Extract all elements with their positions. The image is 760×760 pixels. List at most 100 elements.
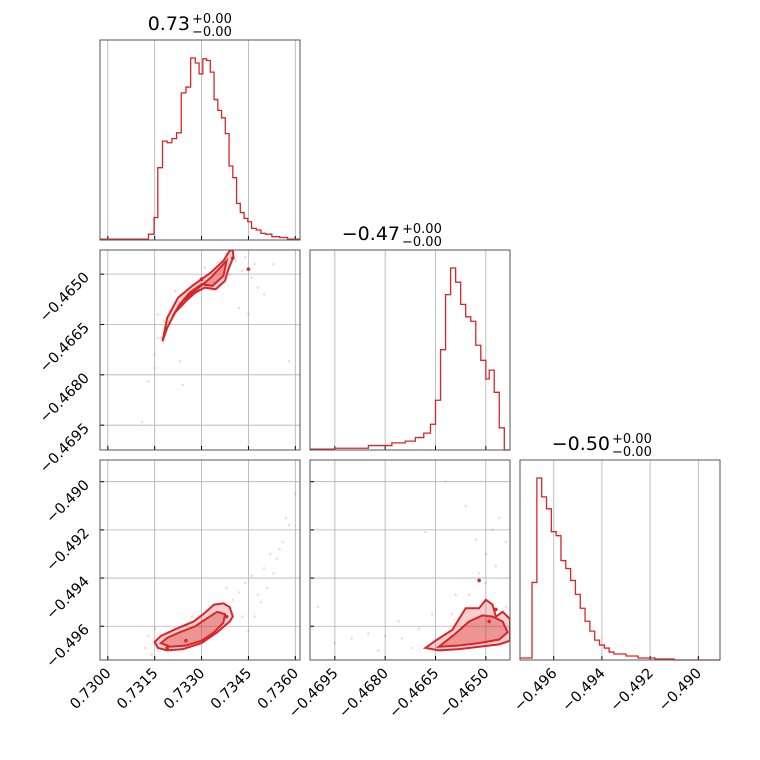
panel-frame bbox=[99, 39, 301, 241]
param-title-plus: +0.00 bbox=[402, 222, 442, 237]
sample-point bbox=[275, 557, 278, 561]
sample-point bbox=[504, 605, 508, 609]
sample-point bbox=[269, 552, 272, 556]
y-tick-label: −0.494 bbox=[44, 574, 93, 623]
density-dot bbox=[184, 638, 188, 643]
x-tick-label: −0.492 bbox=[608, 666, 657, 715]
sample-point bbox=[272, 571, 275, 575]
sample-point bbox=[247, 629, 250, 633]
sample-point bbox=[159, 336, 163, 340]
sample-point bbox=[244, 581, 247, 585]
sample-point bbox=[153, 627, 156, 630]
panel-frame bbox=[99, 459, 301, 661]
x-tick-label: 0.7345 bbox=[208, 666, 255, 713]
sample-point bbox=[494, 564, 498, 568]
y-tick-label: −0.496 bbox=[44, 622, 93, 671]
param-title-value: 0.73 bbox=[148, 13, 190, 35]
panel-contents bbox=[144, 492, 297, 664]
sample-point bbox=[250, 574, 253, 577]
panel-frame bbox=[309, 249, 511, 451]
density-dot bbox=[246, 267, 251, 271]
sample-point bbox=[397, 620, 400, 623]
sample-point bbox=[281, 540, 285, 544]
scatter-panel-0-1 bbox=[99, 249, 301, 451]
sample-point bbox=[147, 380, 150, 383]
sample-point bbox=[265, 586, 269, 590]
param-title-value: −0.47 bbox=[342, 223, 400, 245]
sample-point bbox=[247, 313, 250, 316]
sample-point bbox=[259, 600, 263, 604]
histogram-line bbox=[310, 267, 510, 451]
histogram-line bbox=[520, 477, 720, 661]
y-tick-label: −0.4695 bbox=[37, 421, 93, 477]
panel-frame bbox=[99, 249, 301, 451]
sample-point bbox=[367, 632, 370, 635]
sample-point bbox=[256, 286, 260, 289]
density-dot bbox=[231, 256, 235, 260]
sample-point bbox=[287, 523, 291, 527]
histogram-panel-1: −0.47 +0.00−0.00 bbox=[309, 222, 511, 451]
x-tick-label: −0.494 bbox=[559, 666, 608, 715]
sample-point bbox=[250, 276, 253, 279]
histogram-panel-2: −0.50 +0.00−0.00 bbox=[519, 432, 721, 661]
density-dot bbox=[199, 277, 204, 281]
sample-point bbox=[497, 516, 501, 520]
histogram-panel-0: 0.73 +0.00−0.00 bbox=[99, 12, 301, 241]
contour-inner bbox=[171, 257, 229, 317]
sample-point bbox=[294, 492, 297, 496]
density-dot bbox=[224, 614, 229, 619]
sample-point bbox=[240, 269, 244, 273]
sample-point bbox=[228, 272, 231, 276]
sample-point bbox=[444, 480, 447, 483]
y-tick-label: −0.4680 bbox=[37, 370, 93, 426]
sample-point bbox=[504, 540, 508, 544]
x-tick-label: 0.7315 bbox=[114, 666, 161, 713]
contour-inner bbox=[159, 610, 227, 648]
param-title-plus: +0.00 bbox=[612, 432, 652, 447]
sample-point bbox=[477, 571, 481, 575]
sample-point bbox=[156, 313, 160, 316]
sample-point bbox=[181, 383, 185, 387]
sample-point bbox=[272, 262, 275, 266]
y-tick-label: −0.4665 bbox=[37, 320, 93, 376]
sample-point bbox=[156, 336, 160, 340]
sample-point bbox=[244, 256, 247, 259]
sample-point bbox=[377, 649, 380, 652]
sample-point bbox=[284, 516, 288, 520]
sample-point bbox=[383, 634, 387, 638]
sample-point bbox=[200, 661, 203, 664]
sample-point bbox=[417, 627, 421, 630]
sample-point bbox=[153, 353, 156, 356]
panel-frame bbox=[309, 459, 511, 661]
density-dot bbox=[487, 619, 491, 624]
sample-point bbox=[253, 262, 256, 266]
sample-point bbox=[467, 593, 471, 597]
sample-point bbox=[253, 615, 256, 618]
panel-frame bbox=[519, 459, 721, 661]
sample-point bbox=[454, 593, 457, 597]
histogram-line bbox=[100, 57, 300, 240]
sample-point bbox=[474, 538, 478, 541]
scatter-panel-1-2 bbox=[309, 459, 511, 661]
sample-point bbox=[491, 528, 494, 532]
panel-contents bbox=[316, 480, 510, 652]
sample-point bbox=[350, 637, 353, 640]
sample-point bbox=[400, 637, 404, 640]
sample-point bbox=[140, 420, 144, 424]
sample-point bbox=[430, 612, 434, 616]
param-title-minus: −0.00 bbox=[612, 445, 652, 460]
x-tick-label: −0.4680 bbox=[336, 666, 392, 722]
sample-point bbox=[225, 586, 228, 590]
sample-point bbox=[410, 646, 414, 650]
x-tick-label: 0.7330 bbox=[161, 666, 208, 713]
sample-point bbox=[237, 591, 241, 594]
sample-point bbox=[190, 615, 194, 618]
contour-inner bbox=[435, 614, 509, 648]
density-dot bbox=[477, 578, 481, 583]
x-tick-label: −0.4665 bbox=[387, 666, 443, 722]
contour-outer bbox=[422, 598, 510, 652]
sample-point bbox=[203, 266, 206, 269]
param-title-plus: +0.00 bbox=[192, 12, 232, 27]
y-tick-label: −0.492 bbox=[44, 525, 93, 574]
y-tick-label: −0.4650 bbox=[37, 270, 93, 326]
